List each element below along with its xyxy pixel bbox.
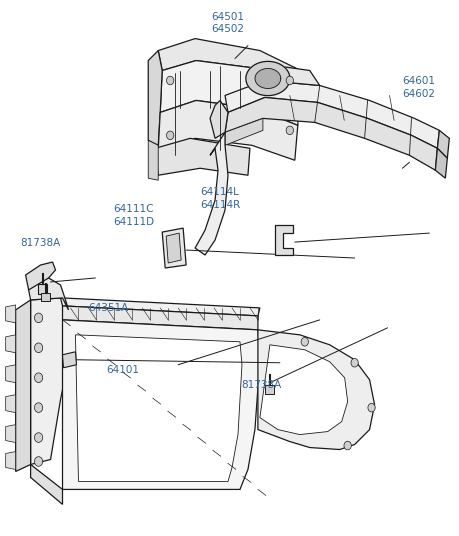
Text: 64101: 64101 (106, 364, 139, 375)
Polygon shape (62, 320, 259, 489)
Polygon shape (274, 225, 292, 255)
Polygon shape (6, 425, 16, 443)
Text: 64601
64602: 64601 64602 (401, 76, 434, 99)
Circle shape (34, 373, 43, 383)
Circle shape (34, 313, 43, 323)
Polygon shape (210, 100, 228, 138)
Polygon shape (434, 148, 446, 178)
Circle shape (166, 76, 174, 85)
Polygon shape (162, 228, 186, 268)
Polygon shape (6, 365, 16, 383)
Polygon shape (75, 335, 241, 481)
Circle shape (301, 338, 308, 346)
Polygon shape (26, 262, 56, 290)
Polygon shape (259, 345, 347, 435)
Polygon shape (158, 39, 304, 88)
Polygon shape (6, 335, 16, 353)
Polygon shape (61, 298, 259, 316)
Bar (38, 284, 47, 294)
Polygon shape (224, 80, 438, 148)
Text: 64501
64502: 64501 64502 (211, 12, 244, 34)
Polygon shape (246, 62, 289, 95)
Polygon shape (155, 138, 249, 175)
Polygon shape (6, 394, 16, 413)
Circle shape (285, 76, 293, 85)
Circle shape (343, 441, 351, 450)
Polygon shape (31, 298, 68, 465)
Circle shape (34, 403, 43, 412)
Polygon shape (158, 100, 297, 160)
Circle shape (367, 404, 375, 412)
Text: 81738A: 81738A (20, 238, 60, 248)
Polygon shape (16, 300, 31, 472)
Polygon shape (148, 50, 162, 145)
Polygon shape (160, 61, 299, 125)
Polygon shape (62, 306, 257, 330)
Circle shape (285, 126, 293, 135)
Text: 64351A: 64351A (89, 303, 129, 313)
Bar (265, 385, 274, 394)
Polygon shape (224, 98, 437, 170)
Polygon shape (195, 132, 228, 255)
Polygon shape (257, 330, 374, 450)
Polygon shape (62, 352, 76, 368)
Circle shape (34, 433, 43, 442)
Polygon shape (6, 451, 16, 470)
Text: 64114L
64114R: 64114L 64114R (200, 187, 240, 210)
Polygon shape (28, 278, 68, 310)
Text: 64111C
64111D: 64111C 64111D (113, 204, 154, 227)
Polygon shape (166, 233, 181, 263)
Circle shape (34, 457, 43, 466)
Polygon shape (264, 65, 319, 85)
Circle shape (34, 343, 43, 353)
Polygon shape (6, 305, 16, 323)
Circle shape (350, 359, 358, 367)
Polygon shape (148, 140, 158, 180)
Text: 81738A: 81738A (241, 379, 281, 390)
Polygon shape (437, 130, 448, 158)
Polygon shape (31, 465, 62, 504)
Polygon shape (254, 69, 280, 88)
Circle shape (166, 131, 174, 139)
Polygon shape (224, 118, 263, 145)
Bar (41, 293, 50, 301)
